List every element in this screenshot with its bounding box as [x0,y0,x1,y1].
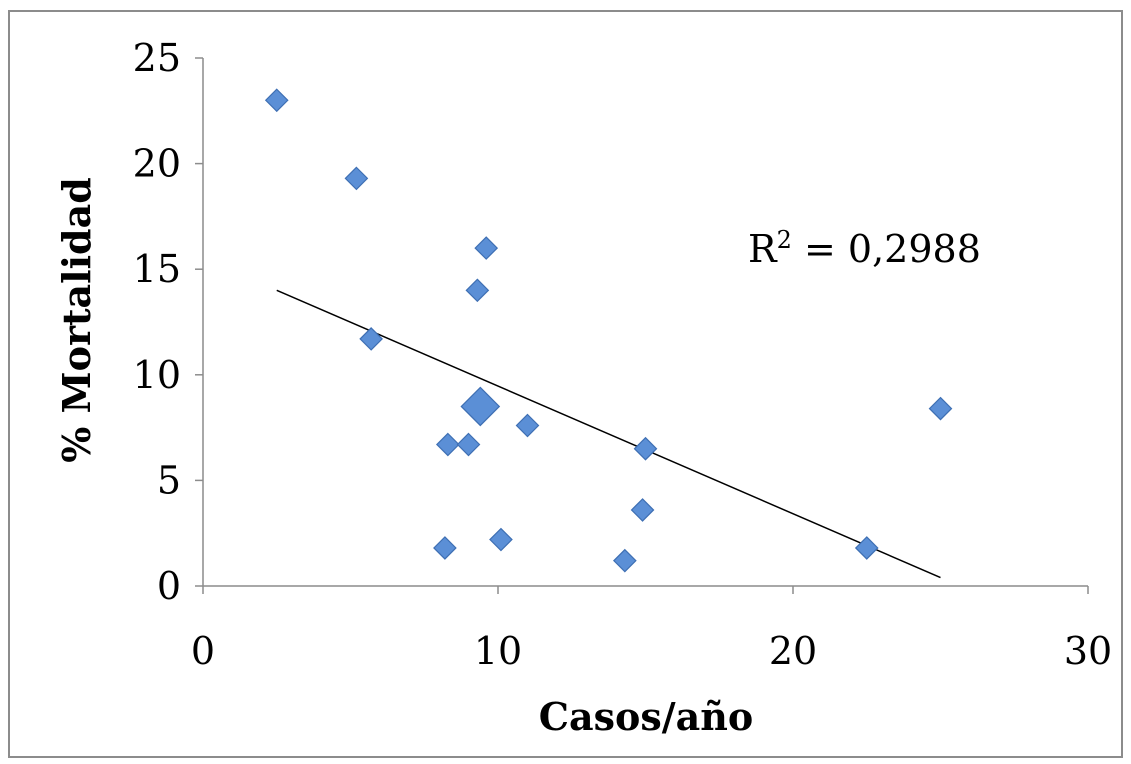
data-points [264,88,953,573]
data-point-16 [928,396,953,421]
data-point-9 [515,413,540,438]
data-point-14 [613,548,637,573]
data-point-4 [474,236,499,260]
data-point-10 [633,436,658,461]
y-axis-title: % Mortalidad [54,177,99,463]
data-point-8 [456,432,481,457]
x-tick-label: 30 [1064,629,1112,673]
data-point-15 [854,536,879,560]
r2-value: = 0,2988 [792,227,981,271]
data-point-6 [460,386,501,427]
x-ticks: 0 10 20 30 [191,586,1112,673]
y-tick-label: 15 [133,247,181,291]
y-tick-label: 0 [157,564,181,608]
data-point-11 [630,498,655,522]
y-tick-label: 5 [157,458,181,502]
plot-area: 0 5 10 15 20 25 0 10 20 30 [133,36,1113,673]
data-point-1 [264,88,289,113]
x-tick-label: 10 [474,629,522,673]
chart-frame [8,10,1123,758]
trendline [276,289,941,579]
r2-superscript: 2 [777,226,792,254]
data-point-3 [359,327,383,351]
data-point-2 [344,166,369,191]
y-tick-label: 20 [133,142,181,186]
data-point-5 [465,278,490,303]
x-axis-title: Casos/año [539,694,753,739]
y-tick-label: 25 [133,36,181,80]
y-ticks: 0 5 10 15 20 25 [133,36,203,608]
data-point-7 [436,432,460,457]
r2-base: R [748,227,778,271]
data-point-12 [433,536,457,560]
x-tick-label: 0 [191,629,215,673]
y-tick-label: 10 [133,353,181,397]
r-squared-annotation: R2 = 0,2988 [748,226,981,271]
x-tick-label: 20 [769,629,817,673]
data-point-13 [489,527,513,552]
